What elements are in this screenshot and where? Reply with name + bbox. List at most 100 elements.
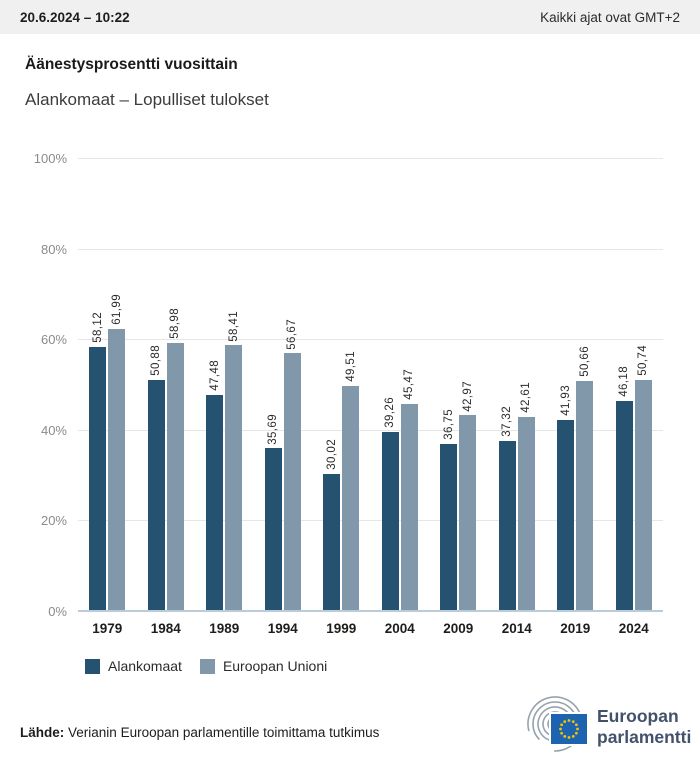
bar-alankomaat-2004[interactable]	[381, 432, 399, 610]
x-axis-label-2004: 2004	[384, 621, 415, 636]
x-axis-label-1989: 1989	[209, 621, 240, 636]
bar-value-label: 36,75	[442, 408, 455, 440]
eu-star	[571, 734, 575, 738]
bar-group-1979: 58,12 61,99	[78, 159, 137, 610]
eu-star	[560, 723, 564, 727]
bar-euroopan-unioni-2004[interactable]	[400, 404, 418, 610]
plot-area: 0% 20% 40% 60% 80% 100% 58,12 61,99 50,88 58,98 47…	[34, 151, 663, 619]
bar-group-2024: 46,18 50,74	[605, 159, 664, 610]
bar-euroopan-unioni-2009[interactable]	[459, 415, 477, 610]
bar-alankomaat-1984[interactable]	[147, 379, 165, 610]
x-axis-label-1979: 1979	[92, 621, 123, 636]
eu-star	[563, 720, 567, 724]
bar-column-alankomaat-2014: 37,32	[498, 406, 516, 610]
eu-star	[574, 723, 578, 727]
bar-value-label: 42,61	[520, 382, 533, 413]
y-axis-tick-label: 100%	[33, 151, 67, 166]
bar-column-euroopan-unioni-1994: 56,67	[283, 319, 301, 610]
source-text: Verianin Euroopan parlamentille toimitta…	[68, 725, 380, 740]
source-note: Lähde: Verianin Euroopan parlamentille t…	[20, 725, 379, 740]
bar-alankomaat-2009[interactable]	[440, 443, 458, 610]
bar-value-label: 58,12	[91, 311, 104, 343]
bar-euroopan-unioni-1979[interactable]	[108, 329, 126, 610]
bar-euroopan-unioni-1994[interactable]	[283, 353, 301, 610]
bar-column-alankomaat-1979: 58,12	[89, 311, 107, 610]
x-axis: 1979 1984 1989 1994 1999 2004 2009 2014 2019 2024	[78, 621, 663, 636]
bar-alankomaat-1989[interactable]	[206, 394, 224, 610]
bar-column-euroopan-unioni-2014: 42,61	[517, 382, 535, 610]
bar-alankomaat-1979[interactable]	[89, 346, 107, 610]
gridline	[78, 429, 663, 431]
bar-value-label: 50,88	[150, 344, 163, 376]
bar-column-euroopan-unioni-1984: 58,98	[166, 308, 184, 610]
bar-value-label: 49,51	[344, 350, 357, 382]
bar-column-euroopan-unioni-2024: 50,74	[634, 345, 652, 610]
bar-euroopan-unioni-1984[interactable]	[166, 342, 184, 610]
legend-swatch-euroopan-unioni	[199, 658, 215, 674]
bar-groups: 58,12 61,99 50,88 58,98 47,48 58,41 35,69 56,67…	[78, 159, 663, 610]
bar-euroopan-unioni-1989[interactable]	[225, 345, 243, 610]
bar-alankomaat-1994[interactable]	[264, 448, 282, 610]
ep-logo-wordmark: Euroopan parlamentti	[597, 706, 691, 747]
bar-value-label: 50,66	[578, 345, 591, 377]
bar-alankomaat-2019[interactable]	[557, 420, 575, 610]
bar-euroopan-unioni-2019[interactable]	[576, 380, 594, 610]
bar-column-alankomaat-1994: 35,69	[264, 414, 282, 610]
bar-group-2004: 39,26 45,47	[371, 159, 430, 610]
legend-swatch-alankomaat	[85, 658, 100, 674]
x-axis-label-2024: 2024	[618, 621, 649, 636]
bar-column-euroopan-unioni-1999: 49,51	[342, 350, 360, 610]
bar-alankomaat-2024[interactable]	[615, 400, 633, 610]
bar-group-2009: 36,75 42,97	[429, 159, 488, 610]
x-axis-label-2014: 2014	[501, 621, 532, 636]
bar-euroopan-unioni-1999[interactable]	[342, 385, 360, 610]
eu-star	[560, 731, 564, 735]
bar-euroopan-unioni-2024[interactable]	[634, 380, 652, 610]
bar-alankomaat-2014[interactable]	[498, 440, 516, 610]
eu-star	[559, 727, 562, 731]
bar-group-2014: 37,32 42,61	[488, 159, 547, 610]
bar-column-alankomaat-2004: 39,26	[381, 397, 399, 610]
bar-value-label: 41,93	[559, 385, 572, 417]
bar-column-euroopan-unioni-2019: 50,66	[576, 345, 594, 610]
page-subtitle: Alankomaat – Lopulliset tulokset	[25, 90, 269, 109]
x-axis-label-2009: 2009	[443, 621, 474, 636]
x-axis-label-2019: 2019	[560, 621, 591, 636]
bar-value-label: 61,99	[110, 294, 123, 326]
eu-flag-icon	[549, 712, 589, 746]
bar-column-euroopan-unioni-2009: 42,97	[459, 380, 477, 610]
gridline	[78, 520, 663, 522]
bar-value-label: 50,74	[637, 345, 650, 377]
bar-value-label: 46,18	[618, 366, 631, 397]
x-axis-label-1994: 1994	[267, 621, 298, 636]
legend-label: Euroopan Unioni	[222, 658, 328, 674]
bar-column-alankomaat-2019: 41,93	[557, 385, 575, 610]
bar-value-label: 37,32	[501, 406, 514, 437]
legend-item-alankomaat[interactable]: Alankomaat	[85, 658, 182, 674]
bar-group-1999: 30,02 49,51	[312, 159, 371, 610]
bar-alankomaat-1999[interactable]	[323, 474, 341, 610]
bar-value-label: 30,02	[325, 439, 338, 470]
gridline	[78, 158, 663, 159]
bar-value-label: 47,48	[208, 360, 221, 391]
bar-value-label: 58,98	[169, 308, 182, 339]
bar-group-1989: 47,48 58,41	[195, 159, 254, 610]
bar-column-euroopan-unioni-1989: 58,41	[225, 311, 243, 610]
bar-column-euroopan-unioni-2004: 45,47	[400, 369, 418, 610]
svg-text:Euroopan: Euroopan	[597, 706, 679, 726]
eu-star	[576, 727, 579, 731]
gridline	[78, 248, 663, 250]
y-axis-tick-label: 20%	[40, 513, 67, 529]
svg-text:parlamentti: parlamentti	[597, 727, 691, 747]
legend-item-euroopan-unioni[interactable]: Euroopan Unioni	[199, 658, 328, 674]
gridline	[78, 339, 663, 341]
y-axis-tick-label: 40%	[40, 422, 67, 438]
bar-column-alankomaat-1999: 30,02	[323, 439, 341, 610]
y-axis-tick-label: 60%	[40, 332, 67, 348]
x-axis-label-1999: 1999	[326, 621, 357, 636]
bar-value-label: 42,97	[461, 380, 474, 412]
bar-column-alankomaat-2024: 46,18	[615, 366, 633, 610]
bar-value-label: 45,47	[403, 369, 416, 400]
bar-euroopan-unioni-2014[interactable]	[517, 417, 535, 610]
source-label: Lähde:	[20, 725, 65, 740]
